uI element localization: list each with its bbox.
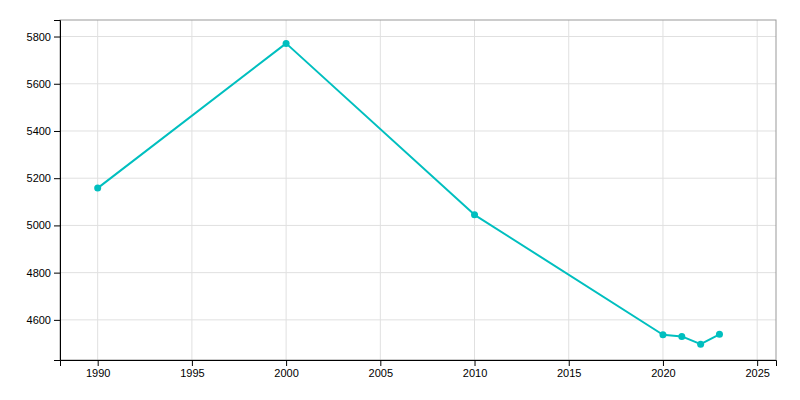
point [678,333,685,340]
x-tick-label: 2025 [745,367,769,379]
x-tick: 2015 [557,360,581,379]
grid-line-x [568,20,569,360]
x-tick: 1995 [180,360,204,379]
y-tick: 5400 [27,125,60,137]
grid-line-x [286,20,287,360]
point [94,185,101,192]
y-tick: 4800 [27,267,60,279]
grid-line-y [60,36,776,37]
y-axis: 4600 4800 5000 5200 5400 5600 5800 [27,21,61,361]
line [98,43,720,344]
point [697,341,704,348]
x-tick-mark [757,360,758,366]
grid [60,20,776,360]
x-tick-label: 1990 [86,367,110,379]
x-tick: 1990 [86,360,110,379]
y-tick-mark [54,178,60,179]
y-tick: 4600 [27,314,60,326]
grid-line-x [757,20,758,360]
series [94,40,723,348]
point [283,40,290,47]
y-tick-label: 5400 [27,125,51,137]
x-tick: 2000 [274,360,298,379]
grid-line-y [60,319,776,320]
plot-area: 1990 1995 2000 2005 2010 2015 2020 2025 4600 4800… [27,20,777,379]
x-tick-mark [663,360,664,366]
grid-line-x [380,20,381,360]
x-tick-label: 2000 [274,367,298,379]
y-tick-label: 4800 [27,267,51,279]
point [471,211,478,218]
y-tick-mark [54,131,60,132]
chart-svg: 1990 1995 2000 2005 2010 2015 2020 2025 4600 4800… [0,0,800,400]
x-tick-label: 1995 [180,367,204,379]
y-tick-label: 4600 [27,314,51,326]
y-tick-mark [54,84,60,85]
plot-frame [60,20,776,360]
y-tick: 5200 [27,172,60,184]
x-tick-mark [380,360,381,366]
x-tick: 2020 [651,360,675,379]
grid-line-y [60,130,776,131]
point [659,331,666,338]
point [716,331,723,338]
x-tick: 2010 [463,360,487,379]
y-tick: 5000 [27,219,60,231]
x-tick-mark [286,360,287,366]
grid-line-x [474,20,475,360]
y-tick-mark [54,273,60,274]
x-axis-line [61,361,777,367]
x-tick: 2025 [745,360,769,379]
x-tick-mark [192,360,193,366]
y-tick-label: 5800 [27,31,51,43]
y-tick-mark [54,320,60,321]
grid-line-y [60,225,776,226]
y-tick-label: 5000 [27,219,51,231]
grid-line-x [191,20,192,360]
x-tick-label: 2015 [557,367,581,379]
grid-line-y [60,272,776,273]
x-tick-label: 2005 [369,367,393,379]
x-tick-mark [98,360,99,366]
x-tick-mark [569,360,570,366]
grid-line-y [60,83,776,84]
y-axis-line [54,21,61,361]
y-tick-mark [54,225,60,226]
x-tick-mark [475,360,476,366]
x-axis: 1990 1995 2000 2005 2010 2015 2020 2025 [61,360,777,379]
x-tick-label: 2020 [651,367,675,379]
y-tick-label: 5200 [27,172,51,184]
y-tick: 5800 [27,31,60,43]
y-tick-label: 5600 [27,78,51,90]
x-tick: 2005 [369,360,393,379]
y-tick-mark [54,37,60,38]
grid-line-x [662,20,663,360]
x-tick-label: 2010 [463,367,487,379]
y-tick: 5600 [27,78,60,90]
grid-line-y [60,178,776,179]
